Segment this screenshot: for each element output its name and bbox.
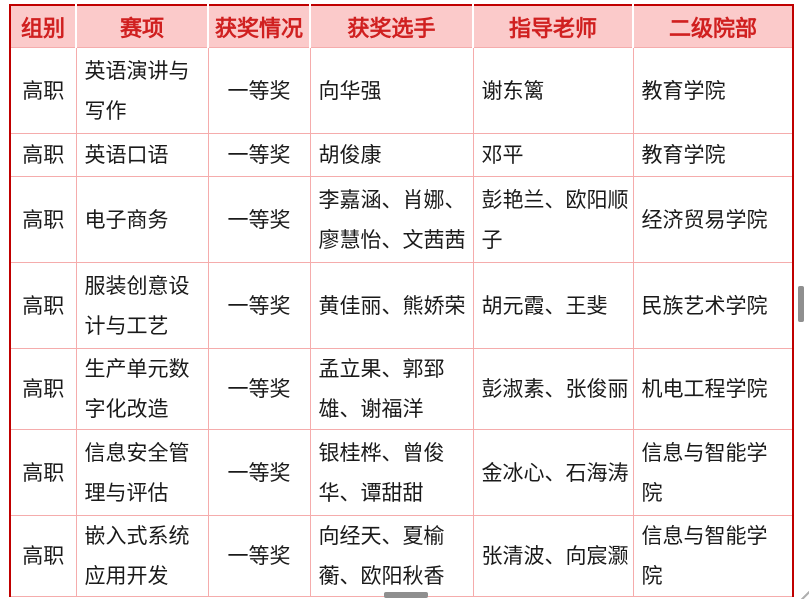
table-row: 高职 嵌入式系统应用开发 一等奖 向经天、夏榆蘅、欧阳秋香 张清波、向宸灏 信息…	[9, 515, 794, 597]
col-header-winners: 获奖选手	[309, 5, 473, 48]
cell-winners: 向华强	[309, 47, 474, 134]
cell-event: 服装创意设计与工艺	[75, 262, 209, 349]
cell-department: 民族艺术学院	[632, 262, 794, 349]
cell-teachers: 金冰心、石海涛	[472, 429, 634, 516]
cell-winners: 孟立果、郭郅雄、谢福洋	[309, 348, 474, 430]
table-row: 高职 生产单元数字化改造 一等奖 孟立果、郭郅雄、谢福洋 彭淑素、张俊丽 机电工…	[9, 348, 794, 430]
cell-award: 一等奖	[207, 176, 311, 263]
cell-award: 一等奖	[207, 515, 311, 597]
cell-group: 高职	[9, 176, 77, 263]
cell-event: 电子商务	[75, 176, 209, 263]
cell-department: 教育学院	[632, 47, 794, 134]
cell-teachers: 张清波、向宸灏	[472, 515, 634, 597]
awards-table: 组别 赛项 获奖情况 获奖选手 指导老师 二级院部 高职 英语演讲与写作 一等奖…	[9, 4, 794, 597]
horizontal-scrollbar-thumb[interactable]	[384, 592, 428, 598]
col-header-event: 赛项	[75, 5, 208, 48]
col-header-group: 组别	[10, 5, 76, 48]
cell-winners: 向经天、夏榆蘅、欧阳秋香	[309, 515, 474, 597]
cell-winners: 黄佳丽、熊娇荣	[309, 262, 474, 349]
vertical-scrollbar-thumb[interactable]	[798, 286, 804, 322]
table-row: 高职 英语口语 一等奖 胡俊康 邓平 教育学院	[9, 133, 794, 177]
table-row: 高职 信息安全管理与评估 一等奖 银桂桦、曾俊华、谭甜甜 金冰心、石海涛 信息与…	[9, 429, 794, 516]
table-row: 高职 英语演讲与写作 一等奖 向华强 谢东篱 教育学院	[9, 47, 794, 134]
cell-department: 信息与智能学院	[632, 429, 794, 516]
cell-group: 高职	[9, 133, 77, 177]
cell-award: 一等奖	[207, 47, 311, 134]
cell-award: 一等奖	[207, 348, 311, 430]
cell-department: 机电工程学院	[632, 348, 794, 430]
cell-event: 信息安全管理与评估	[75, 429, 209, 516]
cell-award: 一等奖	[207, 133, 311, 177]
table-row: 高职 服装创意设计与工艺 一等奖 黄佳丽、熊娇荣 胡元霞、王斐 民族艺术学院	[9, 262, 794, 349]
cell-event: 生产单元数字化改造	[75, 348, 209, 430]
cell-teachers: 胡元霞、王斐	[472, 262, 634, 349]
cell-award: 一等奖	[207, 262, 311, 349]
cell-event: 英语口语	[75, 133, 209, 177]
table-header-row: 组别 赛项 获奖情况 获奖选手 指导老师 二级院部	[10, 5, 793, 48]
cell-department: 经济贸易学院	[632, 176, 794, 263]
cell-teachers: 彭艳兰、欧阳顺子	[472, 176, 634, 263]
cell-department: 教育学院	[632, 133, 794, 177]
cell-event: 英语演讲与写作	[75, 47, 209, 134]
cell-teachers: 彭淑素、张俊丽	[472, 348, 634, 430]
cell-teachers: 谢东篱	[472, 47, 634, 134]
col-header-teachers: 指导老师	[472, 5, 633, 48]
col-header-department: 二级院部	[632, 5, 793, 48]
cell-teachers: 邓平	[472, 133, 634, 177]
cell-department: 信息与智能学院	[632, 515, 794, 597]
cell-winners: 李嘉涵、肖娜、廖慧怡、文茜茜	[309, 176, 474, 263]
cell-group: 高职	[9, 262, 77, 349]
cell-group: 高职	[9, 515, 77, 597]
cell-group: 高职	[9, 47, 77, 134]
col-header-award: 获奖情况	[207, 5, 310, 48]
table-row: 高职 电子商务 一等奖 李嘉涵、肖娜、廖慧怡、文茜茜 彭艳兰、欧阳顺子 经济贸易…	[9, 176, 794, 263]
cell-winners: 银桂桦、曾俊华、谭甜甜	[309, 429, 474, 516]
cell-group: 高职	[9, 429, 77, 516]
cell-winners: 胡俊康	[309, 133, 474, 177]
cell-award: 一等奖	[207, 429, 311, 516]
cell-event: 嵌入式系统应用开发	[75, 515, 209, 597]
cell-group: 高职	[9, 348, 77, 430]
resize-grip-icon[interactable]	[800, 590, 809, 599]
